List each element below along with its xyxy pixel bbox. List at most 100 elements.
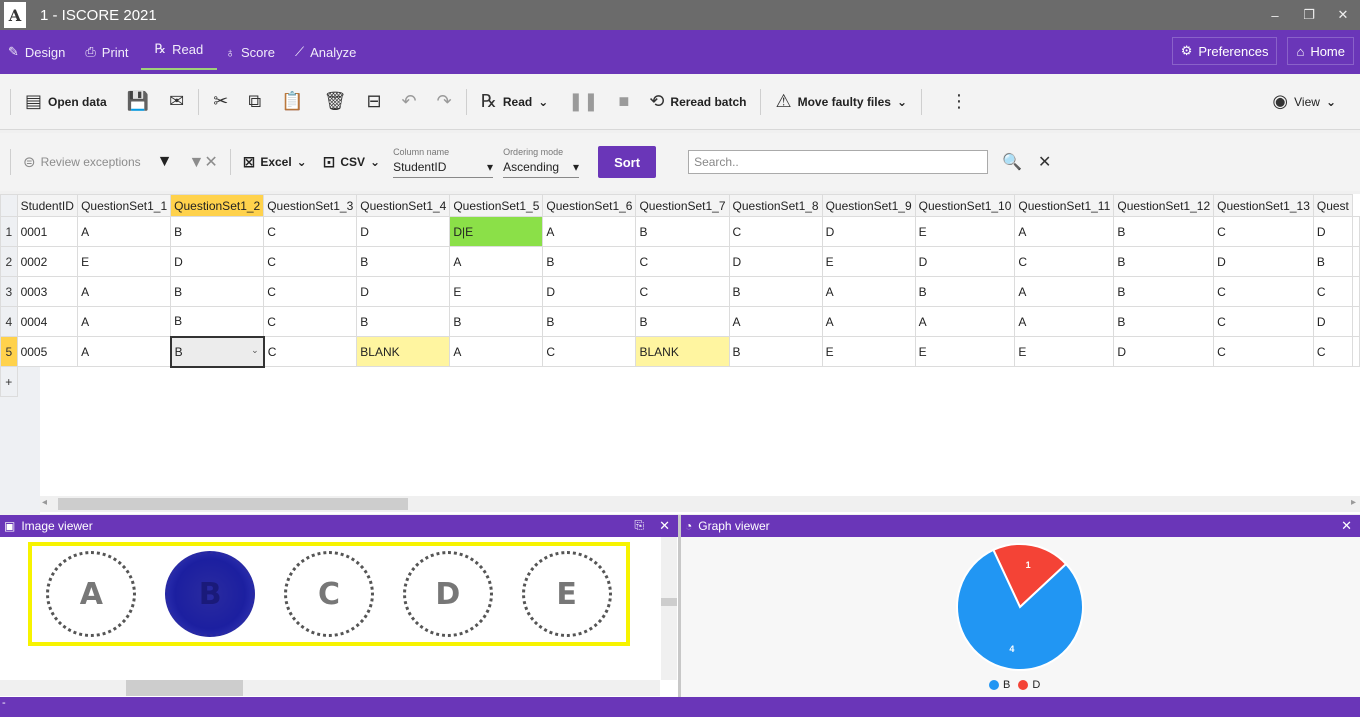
table-cell[interactable]: C	[263, 306, 358, 337]
column-header[interactable]: QuestionSet1_4	[356, 194, 451, 217]
open-envelope-button[interactable]: ✉	[159, 82, 194, 122]
table-row[interactable]: 1 0001 A B C D D|E A B C D E A B C D	[0, 216, 1360, 247]
table-cell[interactable]: D	[542, 276, 637, 307]
review-exceptions-button[interactable]: ⊜ Review exceptions	[15, 153, 149, 171]
table-cell[interactable]: C	[1213, 216, 1314, 247]
table-cell[interactable]: C	[635, 276, 730, 307]
table-cell[interactable]: B	[914, 276, 1016, 307]
table-cell[interactable]: BLANK	[356, 336, 451, 367]
table-cell[interactable]: E	[914, 216, 1016, 247]
menu-design[interactable]: ✎ Design	[0, 30, 77, 74]
column-header[interactable]: QuestionSet1_7	[635, 194, 730, 217]
table-cell[interactable]: B	[356, 246, 451, 277]
clear-filter-button[interactable]: ▼✕	[180, 152, 225, 172]
table-cell[interactable]: C	[635, 246, 730, 277]
table-cell[interactable]: C	[263, 336, 358, 367]
clear-search-icon[interactable]: ✕	[1037, 154, 1052, 171]
table-cell[interactable]: 0002	[16, 246, 79, 277]
search-input[interactable]: Search..	[688, 150, 989, 174]
open-data-button[interactable]: ▤ Open data	[15, 82, 117, 122]
column-header[interactable]: Quest	[1312, 194, 1354, 217]
column-name-select[interactable]: Column name StudentID ▾	[393, 147, 494, 178]
image-horizontal-scrollbar[interactable]	[0, 680, 660, 696]
cut-button[interactable]: ✂	[203, 82, 238, 122]
pause-button[interactable]: ❚❚	[558, 82, 608, 122]
table-cell[interactable]: C	[263, 276, 358, 307]
menu-score[interactable]: ♁ Score	[217, 30, 287, 74]
scroll-thumb[interactable]	[126, 680, 243, 696]
table-cell[interactable]: B	[1113, 276, 1215, 307]
table-cell[interactable]: A	[542, 216, 637, 247]
scroll-right-icon[interactable]: ▸	[1350, 497, 1356, 508]
close-window-button[interactable]: ✕	[1337, 7, 1349, 22]
menu-print[interactable]: ⎙ Print	[77, 30, 140, 74]
table-cell[interactable]: D	[170, 246, 265, 277]
table-cell[interactable]	[1352, 276, 1360, 307]
table-cell[interactable]: A	[77, 306, 172, 337]
table-cell[interactable]: D	[728, 246, 823, 277]
table-cell[interactable]: B	[170, 216, 265, 247]
table-cell[interactable]: 0004	[16, 306, 79, 337]
table-cell[interactable]: C	[263, 246, 358, 277]
table-cell[interactable]: D|E	[449, 216, 544, 247]
reread-batch-button[interactable]: ⟲ Reread batch	[639, 82, 756, 122]
table-cell[interactable]	[1352, 246, 1360, 277]
table-cell[interactable]: C	[1014, 246, 1115, 277]
table-cell[interactable]: B	[635, 306, 730, 337]
view-button[interactable]: ◉ View ⌄	[1262, 82, 1346, 122]
home-button[interactable]: ⌂ Home	[1287, 37, 1354, 65]
add-row[interactable]: +	[0, 366, 1360, 397]
table-cell[interactable]	[1352, 216, 1360, 247]
csv-export-button[interactable]: ⊡ CSV ⌄	[315, 153, 388, 171]
redo-button[interactable]: ↷	[427, 82, 462, 122]
menu-analyze[interactable]: ⟋ Analyze	[287, 30, 368, 74]
table-cell[interactable]: 0005	[16, 336, 79, 367]
save-button[interactable]: 💾	[117, 82, 159, 122]
table-cell[interactable]: C	[542, 336, 637, 367]
corner-cell[interactable]	[0, 194, 18, 217]
table-cell[interactable]: D	[356, 276, 451, 307]
table-cell[interactable]: B	[728, 336, 823, 367]
row-number[interactable]: 5	[0, 336, 18, 367]
pie-slice-b[interactable]	[956, 548, 1084, 671]
table-cell[interactable]: D	[356, 216, 451, 247]
more-options-button[interactable]: ⋮	[940, 82, 978, 122]
table-cell[interactable]: E	[914, 336, 1016, 367]
table-cell[interactable]	[1352, 306, 1360, 337]
table-cell[interactable]: A	[728, 306, 823, 337]
row-number[interactable]: 3	[0, 276, 18, 307]
pdf-icon[interactable]: ⎘	[634, 518, 644, 532]
table-cell[interactable]: A	[77, 276, 172, 307]
legend-item-b[interactable]: B	[989, 679, 1010, 691]
table-cell[interactable]: D	[1312, 216, 1354, 247]
pie-slice-d[interactable]	[992, 543, 1068, 609]
table-cell[interactable]: B	[542, 306, 637, 337]
cell-dropdown-icon[interactable]: ⌄	[251, 344, 259, 355]
table-cell[interactable]: E	[77, 246, 172, 277]
table-cell[interactable]: A	[821, 276, 916, 307]
table-cell[interactable]: E	[821, 336, 916, 367]
scroll-thumb[interactable]	[58, 498, 408, 510]
delete-all-button[interactable]: ⊟	[356, 82, 391, 122]
table-cell[interactable]: B	[170, 276, 265, 307]
add-row-button[interactable]: +	[0, 366, 18, 397]
column-header[interactable]: QuestionSet1_10	[914, 194, 1016, 217]
legend-item-d[interactable]: D	[1018, 679, 1040, 691]
table-cell[interactable]: C	[1312, 336, 1354, 367]
table-cell[interactable]: C	[263, 216, 358, 247]
panel-splitter[interactable]	[678, 515, 681, 697]
table-cell[interactable]: A	[449, 336, 544, 367]
scroll-thumb[interactable]	[661, 598, 677, 606]
table-cell[interactable]: A	[1014, 306, 1115, 337]
row-number[interactable]: 2	[0, 246, 18, 277]
preferences-button[interactable]: ⚙ Preferences	[1171, 37, 1278, 65]
column-header[interactable]: QuestionSet1_11	[1014, 194, 1115, 217]
undo-button[interactable]: ↶	[392, 82, 427, 122]
scroll-left-icon[interactable]: ◂	[42, 497, 48, 508]
row-number[interactable]: 4	[0, 306, 18, 337]
table-cell[interactable]: B	[728, 276, 823, 307]
table-cell[interactable]: A	[914, 306, 1016, 337]
table-cell[interactable]: 0003	[16, 276, 79, 307]
grid-horizontal-scrollbar[interactable]: ◂ ▸	[40, 496, 1360, 512]
table-cell[interactable]: E	[449, 276, 544, 307]
